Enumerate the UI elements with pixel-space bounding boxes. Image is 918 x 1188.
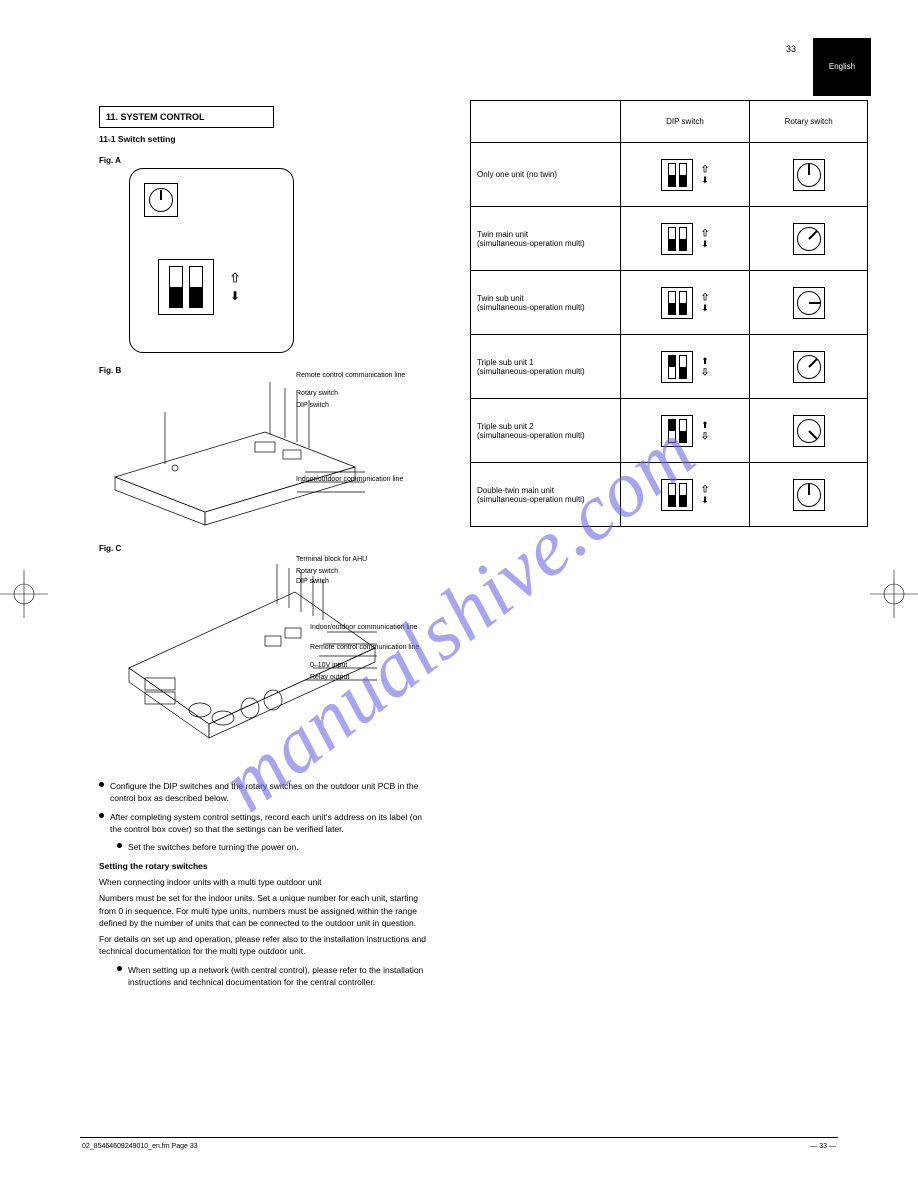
bullet-2: After completing system control settings… — [110, 811, 429, 836]
figc-label-3: DIP switch — [296, 578, 329, 586]
th-dip: DIP switch — [620, 101, 750, 143]
bullet-1: Configure the DIP switches and the rotar… — [110, 780, 429, 805]
footer-rule — [80, 1137, 838, 1138]
fig-c-label: Fig. C — [99, 544, 121, 553]
section-subtitle: 11-1 Switch setting — [99, 134, 176, 144]
footer-right: — 33 — — [810, 1143, 836, 1150]
table-row: Only one unit (no twin) ⬆⬇ — [471, 143, 868, 207]
fig-b-board — [105, 372, 390, 532]
table-row: Twin main unit(simultaneous-operation mu… — [471, 207, 868, 271]
page-number: 33 — [786, 44, 796, 54]
table-row: Triple sub unit 2(simultaneous-operation… — [471, 399, 868, 463]
figc-label-6: 0–10V input — [310, 662, 347, 670]
dip-cell: ⬆⬇ — [620, 399, 750, 463]
section-title-box: 11. SYSTEM CONTROL — [99, 106, 274, 128]
table-row: Triple sub unit 1(simultaneous-operation… — [471, 335, 868, 399]
footer-left: 02_85464609249010_en.fm Page 33 — [82, 1143, 198, 1150]
rotary-cell — [750, 463, 868, 527]
figc-label-2: Rotary switch — [296, 568, 338, 576]
bullet-4: When setting up a network (with central … — [128, 964, 429, 989]
row-label: Triple sub unit 2(simultaneous-operation… — [471, 399, 621, 463]
dip-cell: ⬆⬇ — [620, 335, 750, 399]
rotary-cell — [750, 271, 868, 335]
table-row: Twin sub unit(simultaneous-operation mul… — [471, 271, 868, 335]
dip-cell: ⬆⬇ — [620, 463, 750, 527]
figb-label-4: Indoor/outdoor communication line — [296, 476, 416, 484]
figb-label-1: Remote control communication line — [296, 372, 416, 380]
bullet-3c: For details on set up and operation, ple… — [99, 933, 429, 958]
row-label: Double-twin main unit(simultaneous-opera… — [471, 463, 621, 527]
row-label: Triple sub unit 1(simultaneous-operation… — [471, 335, 621, 399]
table-row: Double-twin main unit(simultaneous-opera… — [471, 463, 868, 527]
figc-label-5: Remote control communication line — [310, 644, 430, 652]
dip-cell: ⬆⬇ — [620, 207, 750, 271]
fig-a-arrows: ⬆ ⬇ — [230, 272, 240, 302]
figb-label-3: DIP switch — [296, 402, 329, 410]
figc-label-7: Relay output — [310, 674, 349, 682]
bullet-3-head: Setting the rotary switches — [99, 860, 429, 872]
fig-a-label: Fig. A — [99, 156, 121, 165]
bullet-2a: Set the switches before turning the powe… — [128, 841, 299, 853]
language-tab: English — [813, 38, 871, 96]
th-rotary: Rotary switch — [750, 101, 868, 143]
bullet-3a: When connecting indoor units with a mult… — [99, 876, 429, 888]
bullet-3b: Numbers must be set for the indoor units… — [99, 892, 429, 929]
fig-a-panel: ⬆ ⬇ — [129, 168, 294, 353]
rotary-cell — [750, 399, 868, 463]
crop-mark-right — [870, 570, 918, 618]
figc-label-4: Indoor/outdoor communication line — [310, 624, 430, 632]
dip-cell: ⬆⬇ — [620, 143, 750, 207]
bullet-list: Configure the DIP switches and the rotar… — [99, 780, 429, 994]
fig-a-dip-switch — [158, 259, 214, 315]
dip-cell: ⬆⬇ — [620, 271, 750, 335]
rotary-cell — [750, 207, 868, 271]
row-label: Twin sub unit(simultaneous-operation mul… — [471, 271, 621, 335]
row-label: Twin main unit(simultaneous-operation mu… — [471, 207, 621, 271]
figc-label-1: Terminal block for AHU — [296, 556, 416, 564]
section-title: 11. SYSTEM CONTROL — [106, 112, 205, 122]
figb-label-2: Rotary switch — [296, 390, 338, 398]
switch-table: DIP switch Rotary switch Only one unit (… — [470, 100, 868, 527]
row-label: Only one unit (no twin) — [471, 143, 621, 207]
fig-a-dial — [144, 183, 178, 217]
rotary-cell — [750, 335, 868, 399]
rotary-cell — [750, 143, 868, 207]
th-blank — [471, 101, 621, 143]
fig-c-board — [105, 558, 395, 758]
crop-mark-left — [0, 570, 48, 618]
